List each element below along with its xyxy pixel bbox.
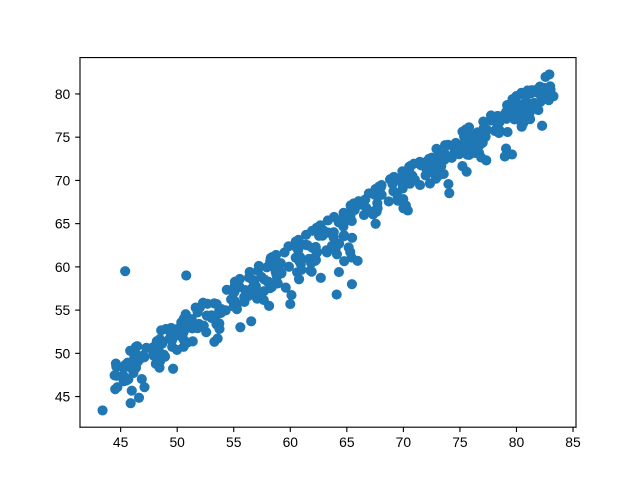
svg-text:50: 50 [55, 345, 71, 361]
svg-text:60: 60 [55, 259, 71, 275]
svg-text:75: 75 [452, 434, 468, 450]
svg-text:65: 65 [339, 434, 355, 450]
svg-text:80: 80 [509, 434, 525, 450]
svg-text:70: 70 [55, 172, 71, 188]
svg-text:45: 45 [55, 389, 71, 405]
svg-text:55: 55 [226, 434, 242, 450]
svg-text:60: 60 [283, 434, 299, 450]
svg-text:55: 55 [55, 302, 71, 318]
svg-text:85: 85 [565, 434, 581, 450]
svg-text:80: 80 [55, 86, 71, 102]
svg-text:65: 65 [55, 216, 71, 232]
svg-text:50: 50 [169, 434, 185, 450]
svg-text:70: 70 [396, 434, 412, 450]
svg-text:45: 45 [113, 434, 129, 450]
svg-text:75: 75 [55, 129, 71, 145]
